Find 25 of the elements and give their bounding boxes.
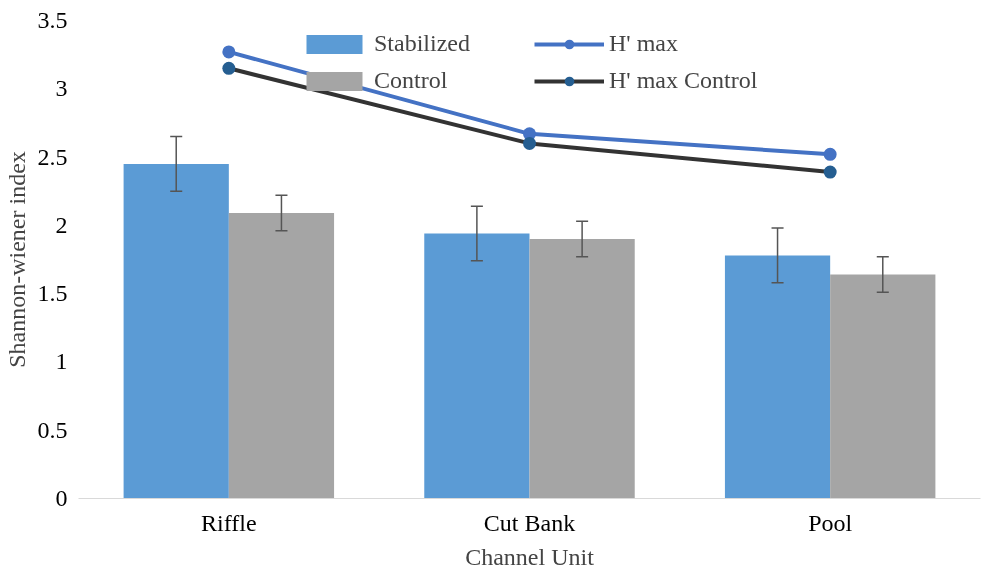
bar	[123, 163, 229, 499]
bar	[424, 233, 530, 499]
y-tick-label: 3	[55, 75, 68, 102]
bar	[228, 213, 335, 499]
y-tick-label: 2.5	[37, 143, 68, 170]
bar	[529, 239, 635, 499]
legend-label: H' max	[609, 30, 679, 57]
x-tick-label: Riffle	[201, 509, 257, 536]
y-tick-label: 3.5	[37, 7, 68, 33]
legend-label: Stabilized	[374, 30, 471, 57]
bar	[830, 274, 936, 499]
point	[823, 147, 837, 161]
point	[222, 45, 236, 59]
legend-label: H' max Control	[609, 67, 759, 94]
legend-label: Control	[374, 67, 449, 94]
y-tick-label: 2	[55, 211, 68, 238]
y-tick-label: 0	[55, 485, 68, 511]
x-tick-label: Pool	[808, 509, 853, 536]
y-tick-label: 1	[55, 348, 68, 375]
y-tick-label: 1.5	[37, 280, 68, 307]
bar	[724, 255, 831, 499]
x-axis-title: Channel Unit	[465, 543, 595, 570]
y-axis-title: Shannon-wiener index	[3, 151, 30, 368]
y-tick-label: 0.5	[37, 416, 68, 443]
x-tick-label: Cut Bank	[483, 509, 576, 536]
